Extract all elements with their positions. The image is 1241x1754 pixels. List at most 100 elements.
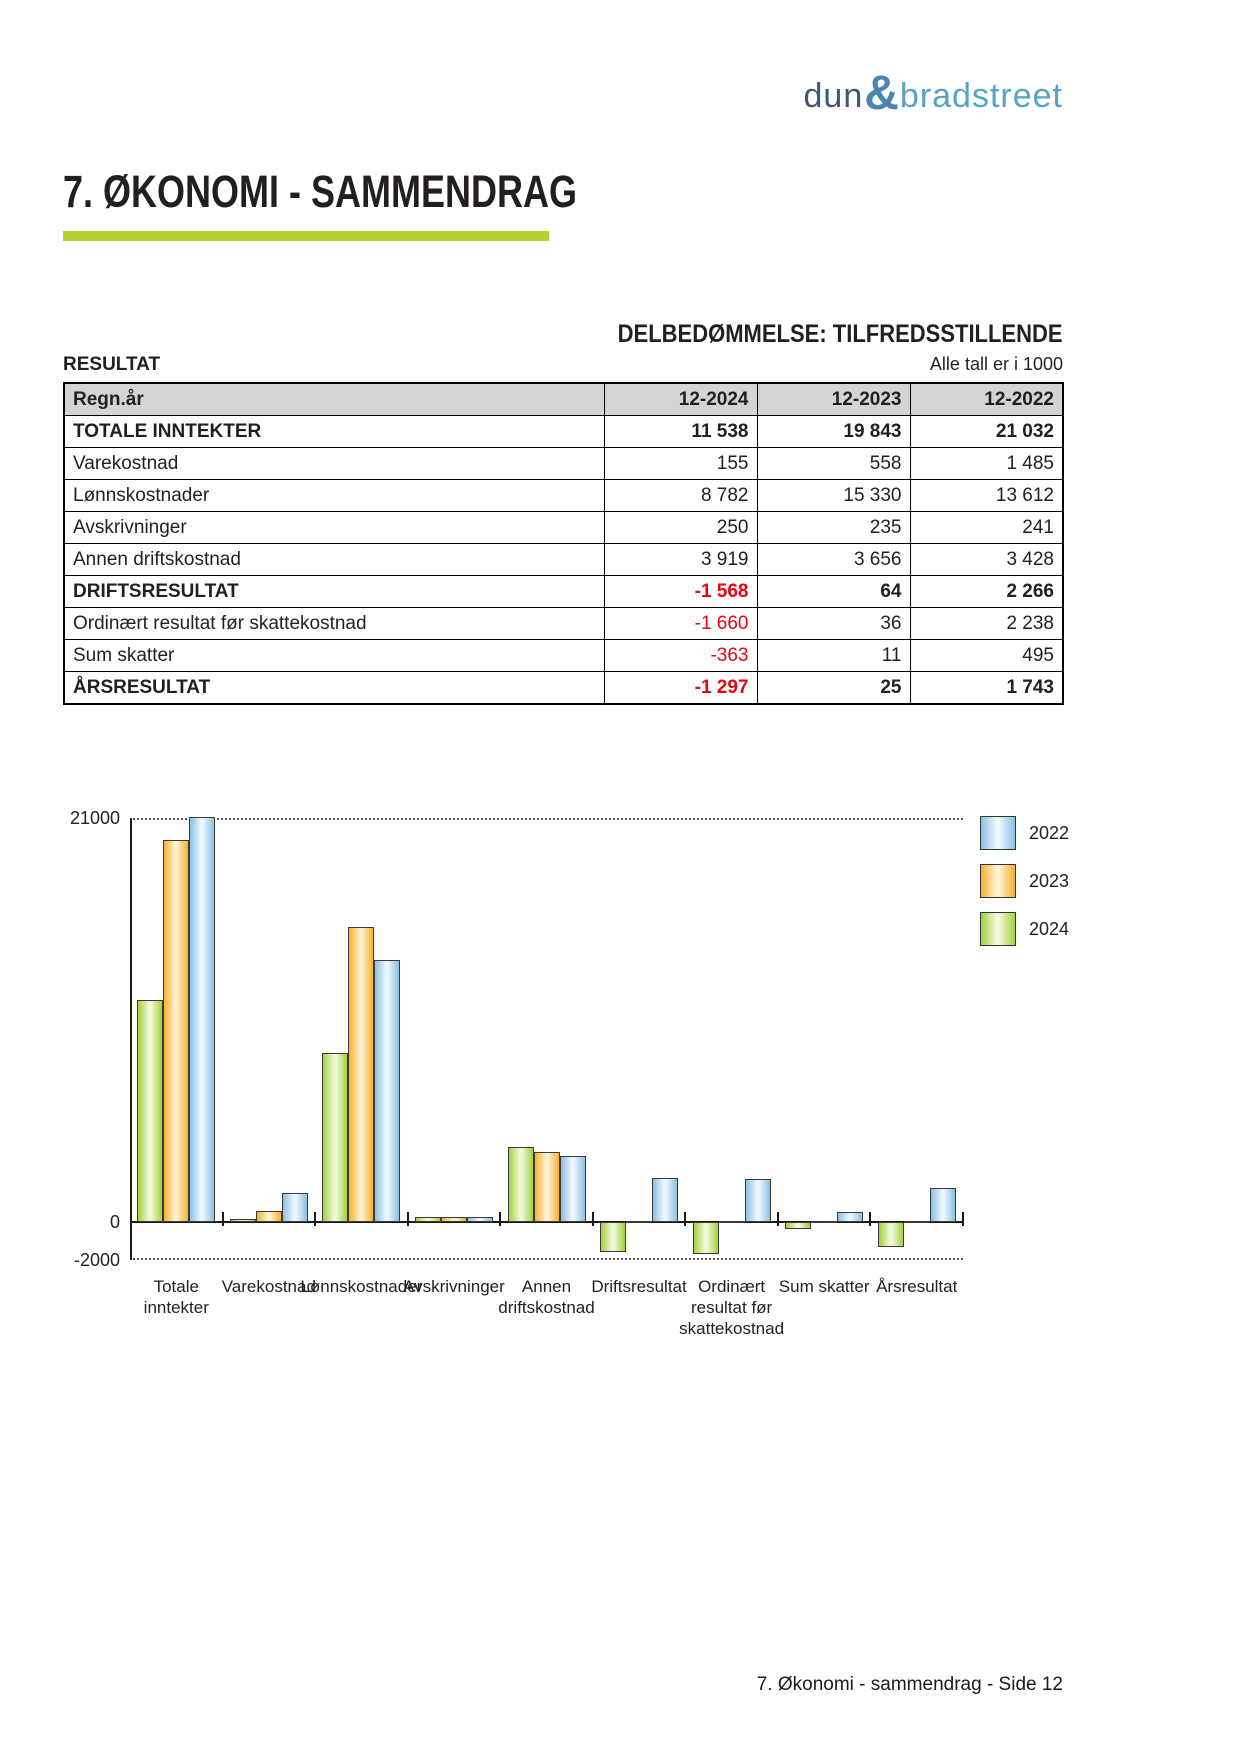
section-label: RESULTAT xyxy=(63,354,161,375)
cell-value: 241 xyxy=(909,511,1064,544)
table-row: ÅRSRESULTAT -1 297 25 1 743 xyxy=(63,671,1064,705)
bar-2023 xyxy=(348,927,375,1222)
bar-chart: 21000 0 -2000 Totale inntekter Varekostnad Løn… xyxy=(70,808,964,1338)
row-label: Annen driftskostnad xyxy=(63,543,605,576)
legend-label: 2023 xyxy=(1029,870,1070,891)
bar-2023 xyxy=(533,1151,560,1222)
legend-label: 2022 xyxy=(1029,822,1070,843)
bar-2024 xyxy=(322,1053,349,1222)
legend-item-2022: 2022 xyxy=(980,816,1069,850)
x-tick-mark xyxy=(591,1212,594,1226)
category-label-line: Annen xyxy=(521,1277,572,1297)
gridline-top xyxy=(130,818,963,820)
legend-swatch-2023 xyxy=(980,864,1016,898)
y-axis-line xyxy=(130,818,132,1261)
row-label: Avskrivninger xyxy=(63,511,605,544)
cell-value: 2 238 xyxy=(909,607,1064,640)
bar-2023 xyxy=(718,1221,745,1223)
category-label-line: Avskrivninger xyxy=(403,1277,505,1297)
category-label: Avskrivninger xyxy=(388,1276,521,1297)
legend-label: 2024 xyxy=(1029,918,1070,939)
x-tick-mark xyxy=(499,1212,502,1226)
x-tick-mark xyxy=(776,1212,779,1226)
category-label: Ordinært resultat før skattekostnad xyxy=(665,1276,798,1339)
ampersand-icon: & xyxy=(864,67,899,120)
cell-value: 36 xyxy=(756,607,911,640)
bar-2023 xyxy=(626,1220,653,1223)
category-label-line: Ordinært xyxy=(698,1277,766,1297)
dun-bradstreet-logo: dun & bradstreet xyxy=(804,67,1064,120)
table-header-row: Regn.år 12-2024 12-2023 12-2022 xyxy=(63,382,1064,416)
category-label-line: Lønnskostnader xyxy=(300,1277,423,1297)
bar-2023 xyxy=(903,1221,930,1223)
cell-value: -363 xyxy=(603,639,758,672)
category-label-line: Totale xyxy=(153,1277,199,1297)
bar-2023 xyxy=(255,1211,282,1222)
cell-value: 11 538 xyxy=(603,415,758,448)
bar-2022 xyxy=(189,817,216,1222)
category-label-line: driftskostnad xyxy=(498,1298,595,1318)
results-table-body: Regn.år 12-2024 12-2023 12-2022 TOTALE INNTE… xyxy=(63,382,1064,705)
cell-value: 250 xyxy=(603,511,758,544)
cell-value: 558 xyxy=(756,447,911,480)
results-table: Regn.år 12-2024 12-2023 12-2022 TOTALE INNTE… xyxy=(63,382,1064,705)
table-row: Ordinært resultat før skattekostnad -1 66… xyxy=(63,607,1064,640)
cell-value: 235 xyxy=(756,511,911,544)
legend-swatch-2022 xyxy=(980,816,1016,850)
y-tick-label: -2000 xyxy=(73,1250,120,1271)
category-label-line: skattekostnad xyxy=(679,1319,785,1339)
bar-2022 xyxy=(652,1178,679,1222)
cell-value: 3 656 xyxy=(756,543,911,576)
bar-2023 xyxy=(440,1217,467,1222)
bar-2022 xyxy=(466,1217,493,1222)
table-row: Varekostnad 155 558 1 485 xyxy=(63,447,1064,480)
cell-value: 1 485 xyxy=(909,447,1064,480)
y-tick-label: 0 xyxy=(109,1212,120,1232)
x-tick-mark xyxy=(684,1212,687,1226)
bar-2023 xyxy=(811,1221,838,1223)
category-label-line: resultat før xyxy=(690,1298,773,1318)
cell-value: 25 xyxy=(756,671,911,705)
column-header: 12-2024 xyxy=(603,382,758,416)
cell-value: 15 330 xyxy=(756,479,911,512)
bar-2024 xyxy=(507,1146,534,1222)
gridline-bottom xyxy=(130,1258,963,1261)
table-row: TOTALE INNTEKTER 11 538 19 843 21 032 xyxy=(63,415,1064,448)
category-label: Annen driftskostnad xyxy=(480,1276,613,1318)
x-tick-mark xyxy=(221,1212,224,1226)
category-label: Varekostnad xyxy=(203,1276,336,1297)
category-label-line: Sum skatter xyxy=(778,1277,870,1297)
legend-swatch-2024 xyxy=(980,912,1016,946)
bar-2024 xyxy=(692,1222,719,1254)
bar-2024 xyxy=(600,1222,627,1253)
bar-2023 xyxy=(163,840,190,1222)
bar-2022 xyxy=(559,1156,586,1222)
table-row: DRIFTSRESULTAT -1 568 64 2 266 xyxy=(63,575,1064,608)
cell-value: 64 xyxy=(756,575,911,608)
row-label: TOTALE INNTEKTER xyxy=(63,415,605,448)
row-label: Sum skatter xyxy=(63,639,605,672)
table-row: Sum skatter -363 11 495 xyxy=(63,639,1064,672)
category-label-line: Årsresultat xyxy=(876,1277,958,1297)
bar-2022 xyxy=(837,1212,864,1222)
bar-2024 xyxy=(229,1219,256,1222)
x-tick-mark xyxy=(314,1212,317,1226)
x-tick-mark xyxy=(869,1212,872,1226)
assessment-heading: DELBEDØMMELSE: TILFREDSSTILLENDE xyxy=(618,320,1063,348)
x-tick-mark xyxy=(406,1212,409,1226)
bar-2022 xyxy=(374,960,401,1222)
cell-value: 8 782 xyxy=(603,479,758,512)
bar-2022 xyxy=(281,1193,308,1222)
column-header: 12-2022 xyxy=(909,382,1064,416)
cell-value: -1 660 xyxy=(603,607,758,640)
page-title: 7. ØKONOMI - SAMMENDRAG xyxy=(63,166,578,217)
category-label-line: Driftsresultat xyxy=(591,1277,687,1297)
row-label: Lønnskostnader xyxy=(63,479,605,512)
bar-2024 xyxy=(414,1217,441,1222)
table-row: Annen driftskostnad 3 919 3 656 3 428 xyxy=(63,543,1064,576)
category-label: Driftsresultat xyxy=(573,1276,706,1297)
title-accent-bar xyxy=(63,231,549,241)
cell-value: 155 xyxy=(603,447,758,480)
page-footer: 7. Økonomi - sammendrag - Side 12 xyxy=(756,1674,1063,1695)
